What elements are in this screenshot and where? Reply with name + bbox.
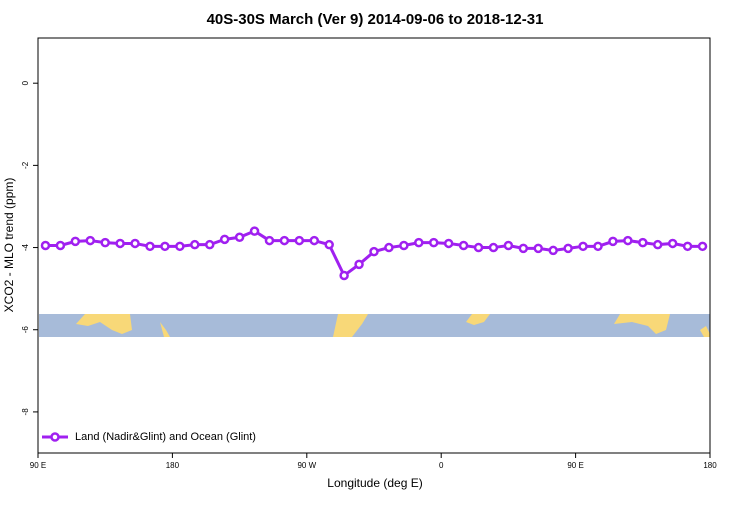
- data-point: [40, 240, 51, 251]
- x-tick-label: 90 E: [567, 461, 583, 470]
- data-point: [55, 240, 66, 251]
- data-point: [638, 237, 648, 248]
- x-tick-label: 90 E: [30, 461, 46, 470]
- data-point: [697, 241, 708, 252]
- data-point: [488, 242, 499, 253]
- data-point: [354, 259, 364, 270]
- y-tick-label: -8: [21, 408, 30, 416]
- y-tick-label: -2: [21, 161, 30, 169]
- data-point: [458, 240, 469, 251]
- data-point: [264, 235, 275, 246]
- data-point: [369, 246, 379, 257]
- y-tick-label: 0: [21, 80, 30, 85]
- data-point: [623, 235, 633, 246]
- data-point: [563, 243, 573, 254]
- data-point: [473, 242, 484, 253]
- data-point: [518, 243, 529, 254]
- data-point: [578, 241, 588, 252]
- legend-label: Land (Nadir&Glint) and Ocean (Glint): [75, 431, 256, 443]
- y-tick-label: -4: [21, 243, 30, 251]
- data-point: [414, 237, 424, 248]
- data-point: [70, 236, 81, 247]
- data-point: [652, 239, 663, 250]
- data-point: [428, 237, 439, 248]
- data-point: [533, 243, 544, 254]
- x-tick-label: 180: [703, 461, 717, 470]
- y-tick-label: -6: [21, 326, 30, 334]
- data-point: [682, 241, 693, 252]
- data-point: [219, 234, 230, 245]
- data-point: [175, 241, 185, 252]
- data-point: [145, 241, 155, 252]
- data-point: [324, 239, 334, 250]
- x-axis-label: Longitude (deg E): [327, 476, 422, 490]
- x-tick-label: 90 W: [297, 461, 316, 470]
- data-point: [204, 239, 215, 250]
- data-point: [249, 226, 260, 236]
- data-point: [130, 238, 140, 249]
- x-tick-label: 180: [166, 461, 180, 470]
- data-point: [503, 240, 514, 251]
- data-point: [234, 232, 245, 243]
- data-point: [399, 240, 409, 251]
- chart-title: 40S-30S March (Ver 9) 2014-09-06 to 2018…: [207, 11, 544, 28]
- data-point: [443, 238, 454, 249]
- data-point: [667, 238, 678, 249]
- x-tick-label: 0: [439, 461, 444, 470]
- data-point: [115, 238, 125, 249]
- data-point: [85, 235, 96, 246]
- data-point: [608, 236, 618, 247]
- plot-frame: [37, 37, 711, 454]
- data-point: [384, 242, 394, 253]
- data-point: [339, 270, 349, 281]
- legend-marker: [50, 432, 60, 442]
- data-point: [548, 245, 558, 256]
- data-point: [100, 237, 110, 248]
- data-point: [309, 235, 320, 246]
- data-point: [593, 241, 603, 252]
- y-axis-label: XCO2 - MLO trend (ppm): [2, 178, 16, 313]
- data-point: [190, 239, 200, 250]
- data-point: [160, 241, 170, 252]
- map-strip: [39, 314, 710, 337]
- data-point: [294, 235, 305, 246]
- data-point: [279, 235, 290, 246]
